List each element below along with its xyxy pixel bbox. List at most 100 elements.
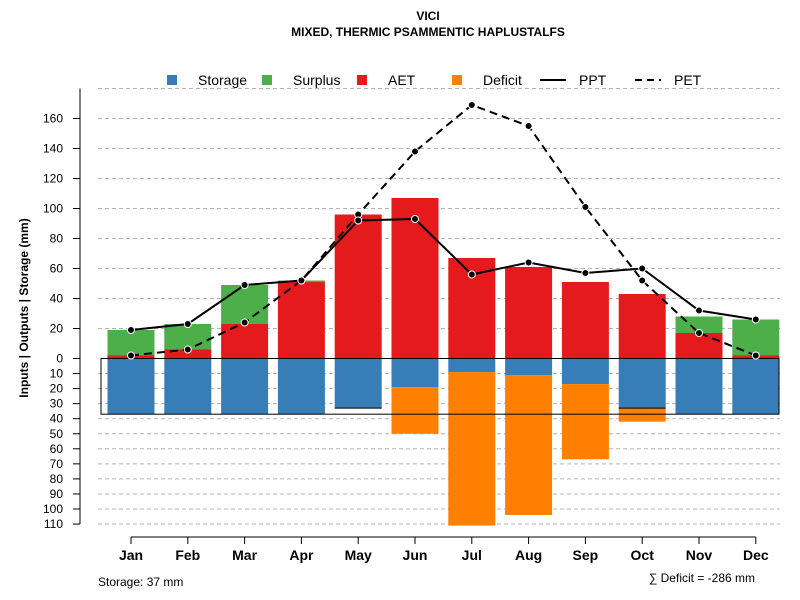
pet-line — [130, 103, 757, 357]
y-tick-label: 30 — [50, 397, 64, 411]
ppt-point-sep — [581, 269, 590, 277]
aet-bar-feb — [164, 349, 212, 359]
y-tick-label: 60 — [50, 262, 64, 276]
ppt-point-apr — [297, 276, 306, 285]
x-tick-label-jul: Jul — [462, 547, 482, 563]
y-tick-label: 20 — [50, 382, 64, 396]
x-tick-label-oct: Oct — [631, 547, 655, 563]
ppt-point-mar — [240, 281, 249, 289]
legend: Storage Surplus AET Deficit PPT PET — [167, 72, 702, 88]
ppt-point-nov — [695, 306, 703, 315]
legend-label-aet: AET — [388, 72, 416, 88]
deficit-bar-sep — [561, 384, 609, 460]
surplus-bar-dec — [732, 319, 780, 356]
ppt-point-feb — [183, 320, 192, 328]
y-tick-label: 80 — [50, 472, 64, 486]
y-tick-label: 60 — [50, 442, 64, 456]
ppt-point-jul — [467, 270, 476, 279]
surplus-bar-feb — [164, 324, 212, 350]
chart-subtitle: MIXED, THERMIC PSAMMENTIC HAPLUSTALFS — [291, 25, 565, 39]
aet-bar-may — [334, 214, 382, 359]
legend-swatch-aet — [357, 75, 367, 85]
ppt-point-jun — [411, 215, 419, 223]
pet-point-dec — [751, 351, 760, 360]
y-tick-label: 100 — [43, 502, 63, 516]
aet-bar-aug — [505, 267, 553, 359]
legend-swatch-storage — [167, 75, 177, 85]
x-tick-label-apr: Apr — [289, 547, 314, 563]
deficit-bar-aug — [505, 375, 553, 516]
y-tick-label: 120 — [43, 172, 63, 186]
x-tick-label-aug: Aug — [515, 547, 542, 563]
y-tick-label: 100 — [43, 202, 63, 216]
storage-bar-jan — [107, 358, 155, 415]
ppt-point-aug — [524, 258, 533, 267]
legend-label-surplus: Surplus — [293, 72, 340, 88]
y-tick-label: 160 — [43, 112, 63, 126]
legend-swatch-surplus — [262, 75, 272, 85]
x-tick-label-sep: Sep — [573, 547, 599, 563]
aet-bar-nov — [675, 333, 723, 359]
pet-point-feb — [183, 345, 192, 354]
y-tick-label: 140 — [43, 142, 63, 156]
surplus-bar-mar — [221, 285, 269, 324]
pet-point-oct — [638, 276, 647, 285]
storage-bar-apr — [277, 358, 325, 415]
legend-label-ppt: PPT — [579, 72, 607, 88]
ppt-line — [130, 217, 756, 331]
pet-point-jul — [467, 101, 476, 109]
x-tick-label-dec: Dec — [743, 547, 769, 563]
aet-bar-apr — [277, 282, 325, 359]
legend-label-storage: Storage — [198, 72, 247, 88]
storage-bar-aug — [505, 358, 553, 376]
pet-point-jun — [411, 147, 419, 156]
storage-bar-may — [334, 358, 382, 409]
lines-layer — [127, 101, 760, 360]
ppt-point-jan — [127, 326, 135, 334]
storage-bar-jun — [391, 358, 439, 388]
aet-bar-jun — [391, 198, 439, 359]
y-tick-label: 0 — [56, 352, 63, 366]
ppt-point-may — [354, 216, 363, 225]
bars-layer — [100, 198, 780, 526]
y-tick-label: 90 — [50, 487, 64, 501]
y-tick-label: 40 — [50, 292, 64, 306]
y-tick-label: 50 — [50, 427, 64, 441]
axes: 0204060801001201401601020304050607080901… — [43, 88, 769, 563]
storage-bar-oct — [618, 358, 666, 409]
storage-bar-feb — [164, 358, 212, 415]
deficit-bar-jul — [448, 372, 496, 526]
aet-bar-sep — [561, 282, 609, 359]
storage-bar-dec — [732, 358, 780, 415]
pet-point-sep — [581, 203, 590, 211]
y-tick-label: 20 — [50, 322, 64, 336]
aet-bar-oct — [618, 294, 666, 359]
legend-label-pet: PET — [674, 72, 702, 88]
pet-point-mar — [240, 318, 249, 327]
x-tick-label-mar: Mar — [232, 547, 257, 563]
chart-title: VICI — [416, 9, 439, 23]
ppt-point-dec — [751, 315, 760, 324]
gridlines — [98, 88, 780, 525]
legend-label-deficit: Deficit — [483, 72, 522, 88]
storage-note: Storage: 37 mm — [98, 575, 183, 589]
aet-bar-mar — [221, 324, 269, 359]
y-axis-label: Inputs | Outputs | Storage (mm) — [17, 218, 31, 397]
x-tick-label-feb: Feb — [175, 547, 200, 563]
deficit-note: ∑ Deficit = -286 mm — [649, 571, 755, 585]
y-tick-label: 80 — [50, 232, 64, 246]
surplus-bar-nov — [675, 316, 723, 333]
deficit-bar-oct — [618, 408, 666, 422]
storage-capacity-box — [100, 358, 780, 415]
ppt-point-oct — [638, 264, 647, 273]
deficit-bar-jun — [391, 387, 439, 434]
y-tick-label: 10 — [50, 367, 64, 381]
y-tick-label: 70 — [50, 457, 64, 471]
storage-bar-jul — [448, 358, 496, 373]
y-tick-label: 40 — [50, 412, 64, 426]
storage-bar-sep — [561, 358, 609, 385]
surplus-bar-jan — [107, 330, 155, 356]
x-tick-label-jun: Jun — [403, 547, 428, 563]
x-tick-label-may: May — [345, 547, 372, 563]
